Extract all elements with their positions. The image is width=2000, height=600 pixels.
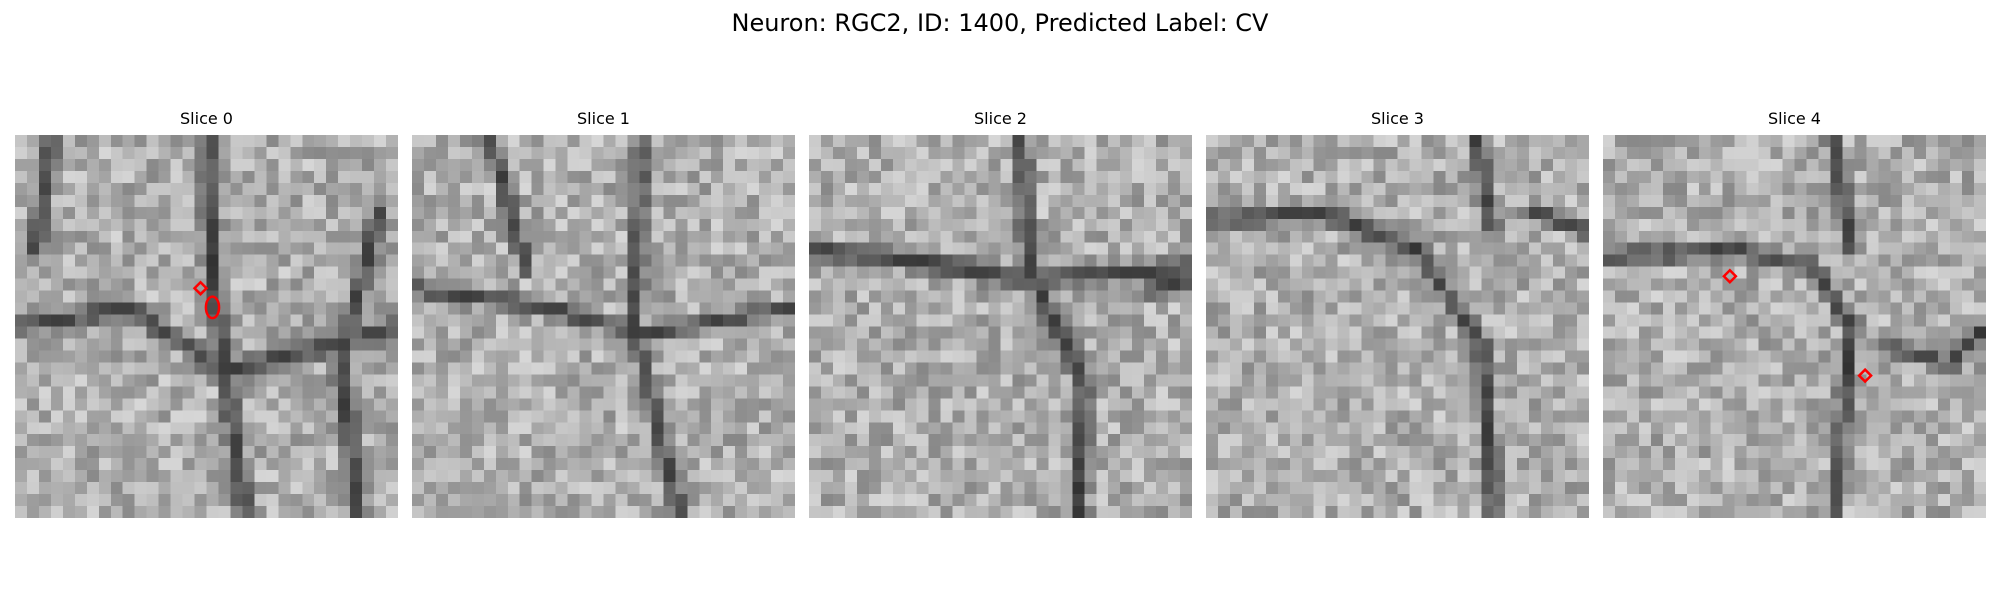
slice-title-1: Slice 1 [577,109,630,128]
slice-pixels-0 [15,135,398,518]
slice-panel-4: Slice 4 [1603,107,1986,518]
slice-pixels-4 [1603,135,1986,518]
slice-title-0: Slice 0 [180,109,233,128]
figure-title: Neuron: RGC2, ID: 1400, Predicted Label:… [731,9,1269,37]
slice-title-3: Slice 3 [1371,109,1424,128]
slice-panel-2: Slice 2 [809,107,1192,518]
slice-panel-3: Slice 3 [1206,107,1589,518]
red-marker-0-1 [204,295,221,320]
slice-image-4 [1603,135,1986,518]
slice-panel-1: Slice 1 [412,107,795,518]
slice-image-1 [412,135,795,518]
red-marker-4-0 [1722,268,1738,284]
slice-image-3 [1206,135,1589,518]
slice-panel-0: Slice 0 [15,107,398,518]
slice-pixels-2 [809,135,1192,518]
slice-title-2: Slice 2 [974,109,1027,128]
red-marker-4-1 [1857,367,1873,384]
slice-title-4: Slice 4 [1768,109,1821,128]
slice-image-2 [809,135,1192,518]
slice-image-0 [15,135,398,518]
slice-pixels-3 [1206,135,1589,518]
slice-pixels-1 [412,135,795,518]
red-marker-0-0 [192,280,209,296]
